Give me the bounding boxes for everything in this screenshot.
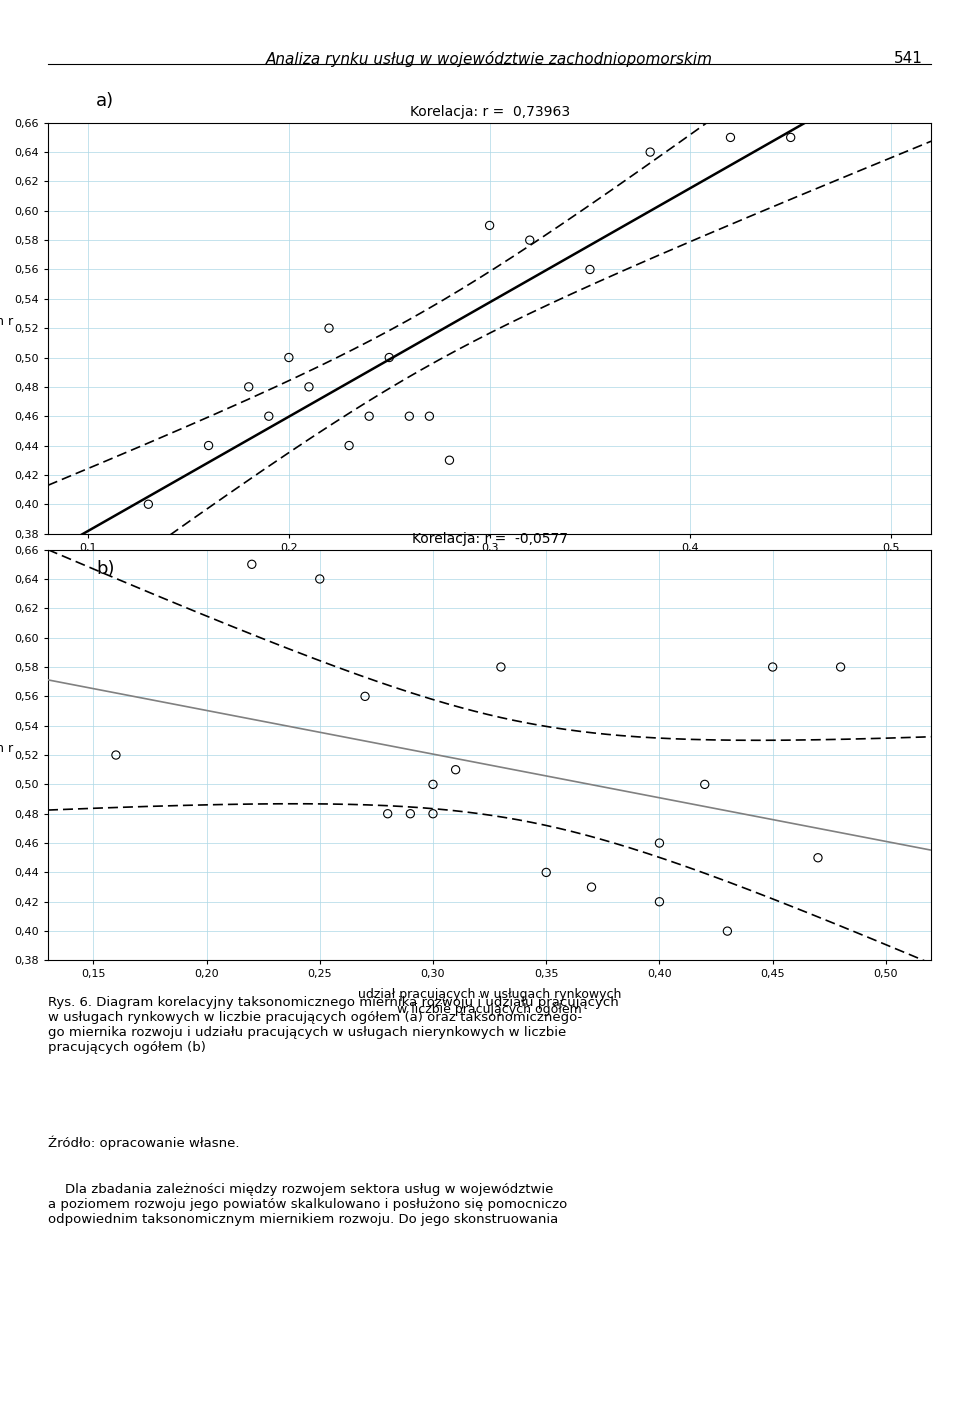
Point [482,214,497,237]
Point [301,376,317,398]
Text: Dla zbadania zależności między rozwojem sektora usług w województwie
a poziomem : Dla zbadania zależności między rozwojem … [48,1183,567,1227]
Point [342,434,357,456]
Title: Korelacja: r =  -0,0577: Korelacja: r = -0,0577 [412,531,567,546]
Point [810,846,826,869]
Point [539,862,554,884]
Point [108,744,124,767]
Point [765,656,780,679]
Title: Korelacja: r =  0,73963: Korelacja: r = 0,73963 [410,105,569,119]
Point [281,346,297,368]
Text: a): a) [96,92,114,111]
Point [723,126,738,149]
Point [141,493,156,516]
Text: b): b) [96,560,114,578]
Text: 541: 541 [894,51,923,67]
Point [833,656,849,679]
Text: Rys. 6. Diagram korelacyjny taksonomicznego miernika rozwoju i udziału pracujący: Rys. 6. Diagram korelacyjny taksonomiczn… [48,996,619,1054]
Text: Źródło: opracowanie własne.: Źródło: opracowanie własne. [48,1135,239,1151]
Point [241,376,256,398]
Point [697,774,712,796]
Point [442,449,457,472]
Point [380,802,396,825]
Point [448,758,464,781]
Point [322,317,337,340]
Y-axis label: tm r: tm r [0,743,13,755]
Point [425,774,441,796]
Point [642,140,658,163]
Point [381,346,396,368]
Point [493,656,509,679]
Point [783,126,799,149]
Point [720,920,735,942]
Point [357,684,372,707]
Point [312,568,327,591]
Point [421,405,437,428]
Point [652,832,667,854]
Point [425,802,441,825]
Y-axis label: tm r: tm r [0,315,13,329]
Point [201,434,216,456]
Point [652,890,667,913]
Point [362,405,377,428]
X-axis label: udział pracujących w usługach rynkowych
w liczbie pracujących ogółem: udział pracujących w usługach rynkowych … [358,988,621,1016]
Text: Analiza rynku usług w województwie zachodniopomorskim: Analiza rynku usług w województwie zacho… [266,51,713,67]
X-axis label: udział pracujących w usługach rynkowych
w liczbie pracujących ogółem: udział pracujących w usługach rynkowych … [358,561,621,589]
Point [402,802,418,825]
Point [401,405,417,428]
Point [261,405,276,428]
Point [584,876,599,898]
Point [244,553,259,575]
Point [583,258,598,281]
Point [522,228,538,251]
